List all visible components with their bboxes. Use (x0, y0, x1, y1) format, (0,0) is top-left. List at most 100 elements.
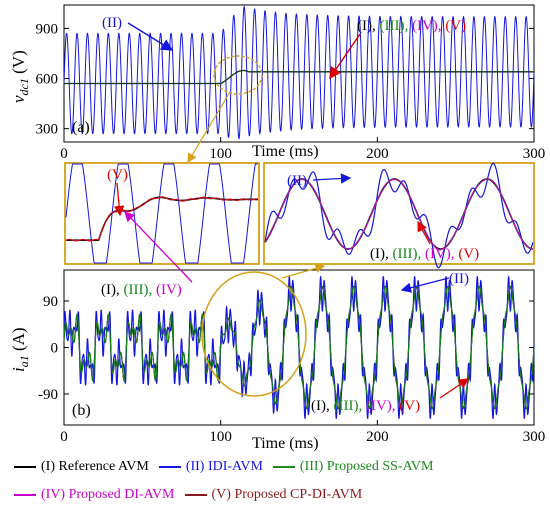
legend-line-v (184, 494, 207, 496)
zoom-right-frame (263, 162, 535, 265)
panel-b-left-ann-iii: (III), (124, 282, 153, 298)
panel-b-xtick-label: 300 (523, 429, 546, 445)
zoom-left-series (65, 163, 259, 264)
legend-line-iv (14, 494, 36, 496)
legend-row-1: (I) Reference AVM (II) IDI-AVM (III) Pro… (14, 456, 544, 478)
zoom-right-series (264, 162, 534, 269)
zoom-right-series-iv (264, 178, 534, 250)
legend-label-v: (V) Proposed CP-DI-AVM (211, 487, 363, 502)
zoom-right-ann-v: (V) (458, 246, 479, 262)
panel-a-series (63, 5, 535, 140)
panel-b-annotation-ii: (II) (449, 271, 469, 287)
zoom-right-ann-i: (I), (370, 246, 389, 262)
zoom-right-series-ii (264, 162, 534, 269)
legend-item-iv: (IV) Proposed DI-AVM (14, 487, 175, 503)
panel-a-annotation-ii: (II) (102, 15, 122, 31)
panel-b-series (63, 276, 535, 419)
zoom-right-series-i (264, 178, 534, 250)
panel-b-xlabel: Time (ms) (252, 435, 319, 452)
panel-b-ylabel-sub: a1 (17, 355, 31, 367)
panel-a-label: (a) (72, 119, 90, 136)
panel-b-annotation-left: (I), (III), (IV) (101, 282, 182, 298)
panel-b-xtick-label: 100 (209, 429, 232, 445)
legend-label-i: (I) Reference AVM (41, 459, 149, 474)
zoom-connector-b (281, 263, 326, 279)
panel-a-arrow-ii (127, 22, 174, 51)
panel-a-ylabel-unit: (V) (9, 50, 28, 78)
zoom-connector-a (187, 91, 231, 164)
legend-item-ii: (II) IDI-AVM (158, 459, 263, 475)
panel-a-zoom-ellipse (213, 55, 263, 95)
panel-b-left-ann-i: (I), (101, 282, 120, 298)
panel-b-left-ann-iv: (IV) (156, 282, 182, 298)
panel-a-xtick-label: 200 (366, 146, 389, 162)
zoom-right-panel: (II) (I), (III), (IV), (V) (263, 162, 535, 269)
panel-b-ytick-label: 0 (51, 341, 59, 357)
panel-a-xtick-label: 300 (523, 146, 546, 162)
zoom-left-arrow-v (113, 182, 125, 217)
zoom-right-arrow-others (417, 220, 431, 245)
legend-label-ii: (II) IDI-AVM (185, 459, 263, 474)
zoom-left-series-iii (65, 196, 259, 242)
zoom-right-annotation-others: (I), (III), (IV), (V) (370, 246, 479, 262)
panel-b-ytick-label: -90 (38, 387, 58, 403)
zoom-left-annotation-v: (V) (107, 167, 128, 183)
zoom-right-arrow-ii (312, 173, 352, 184)
legend-item-iii: (III) Proposed SS-AVM (272, 459, 434, 475)
panel-b-ylabel-main: i (9, 367, 28, 372)
panel-b-arrow-others (439, 378, 470, 399)
panel-b-ticks: -90 0 90 0 100 200 300 (38, 294, 545, 445)
panel-a-ann-iv: (IV), (412, 18, 442, 34)
panel-b-ylabel: ia1 (A) (9, 327, 31, 372)
zoom-left-series-ii (65, 163, 258, 264)
zoom-left-series-v (65, 196, 259, 242)
zoom-right-ann-iii: (III), (393, 246, 422, 262)
panel-a-ann-v: (V) (445, 18, 466, 34)
panel-a-arrow-others (329, 33, 361, 80)
panel-a-xtick-label: 0 (60, 146, 68, 162)
legend-line-ii (158, 466, 181, 468)
panel-a-series-iii (64, 70, 534, 84)
panel-b-arrow-left (124, 211, 193, 283)
panel-b-xtick-label: 0 (60, 429, 68, 445)
panel-a-ticks: 300 600 900 0 100 200 300 (36, 21, 546, 162)
legend-label-iii: (III) Proposed SS-AVM (299, 459, 434, 474)
panel-b-series-iii (63, 285, 535, 410)
panel-a-ylabel: vdc1 (V) (9, 50, 31, 103)
legend-row-2: (IV) Proposed DI-AVM (V) Proposed CP-DI-… (14, 484, 544, 506)
legend-line-iii (272, 466, 295, 468)
zoom-right-annotation-ii: (II) (287, 173, 307, 189)
panel-a-xtick-label: 100 (209, 146, 232, 162)
panel-a-ylabel-sub: dc1 (17, 78, 31, 95)
panel-a-ytick-label: 900 (36, 21, 59, 37)
panel-b-ytick-label: 90 (43, 294, 58, 310)
zoom-left-frame (64, 162, 260, 265)
panel-a-xlabel: Time (ms) (252, 143, 319, 160)
zoom-left-series-i (66, 196, 259, 241)
legend-line-i (14, 466, 36, 468)
panel-a-ann-iii: (III), (380, 18, 409, 34)
panel-b-ann-i: (I), (311, 398, 330, 414)
panel-b: -90 0 90 0 100 200 300 (b) Time (ms) ia1 (A) (… (9, 211, 545, 452)
panel-a-annotation-others: (I), (III), (IV), (V) (357, 18, 466, 34)
panel-a-ann-i: (I), (357, 18, 376, 34)
panel-a-ylabel-main: v (9, 95, 28, 103)
panel-b-arrow-ii (400, 277, 450, 293)
legend-item-i: (I) Reference AVM (14, 459, 149, 475)
panel-b-ylabel-unit: (A) (9, 327, 28, 355)
panel-b-annotation-others: (I), (III), (IV), (V) (311, 398, 420, 414)
panel-b-ann-iii: (III), (334, 398, 363, 414)
zoom-left-panel: (V) (64, 162, 260, 265)
zoom-left-series-iv (65, 196, 259, 242)
panel-b-label: (b) (72, 402, 91, 419)
panel-b-ann-iv: (IV), (366, 398, 396, 414)
panel-a-ytick-label: 300 (36, 122, 59, 138)
panel-b-zoom-ellipse (201, 271, 307, 397)
legend-item-v: (V) Proposed CP-DI-AVM (184, 487, 363, 503)
panel-b-xtick-label: 200 (366, 429, 389, 445)
panel-a-ytick-label: 600 (36, 72, 59, 88)
legend-label-iv: (IV) Proposed DI-AVM (41, 487, 175, 502)
panel-b-ann-v: (V) (399, 398, 420, 414)
panel-a: 300 600 900 0 100 200 300 (a) Time (ms) vdc1 (… (9, 4, 546, 164)
